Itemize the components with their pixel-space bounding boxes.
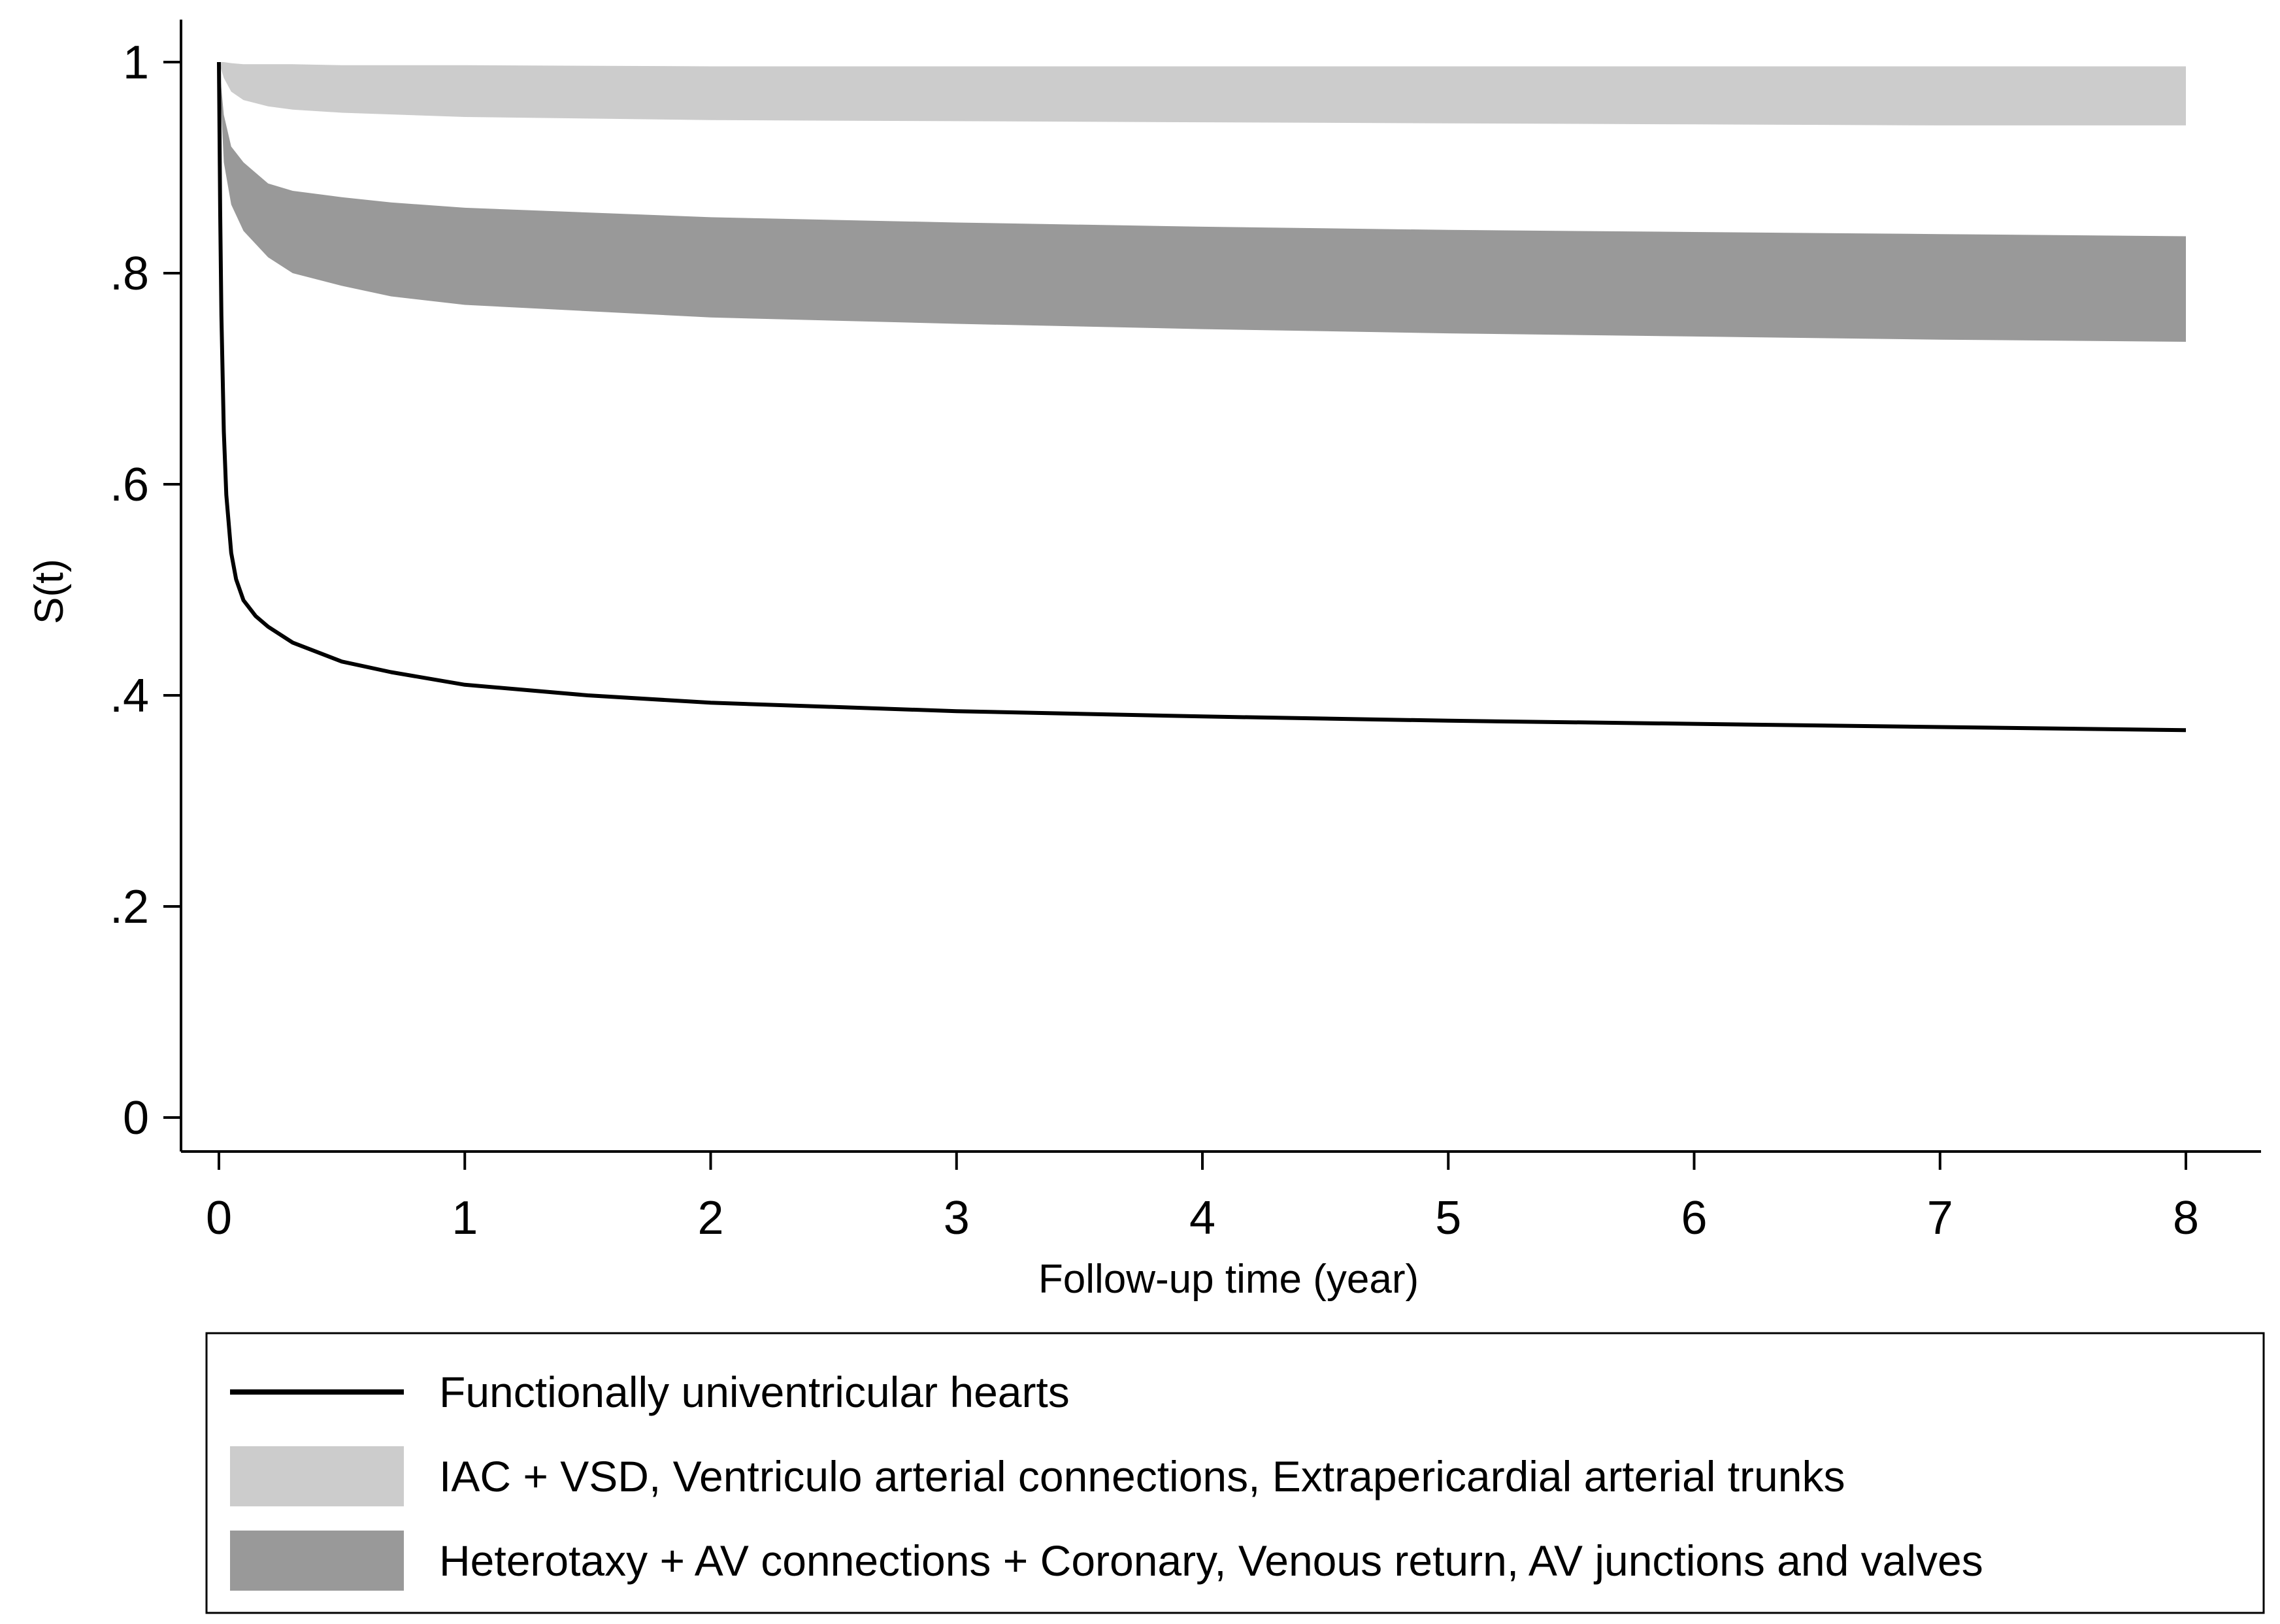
band-series-1 <box>219 62 2186 125</box>
x-tick-label-1: 1 <box>452 1192 478 1244</box>
x-tick-label-5: 5 <box>1435 1192 1461 1244</box>
x-tick-label-6: 6 <box>1681 1192 1707 1244</box>
legend-label-1: IAC + VSD, Ventriculo arterial connectio… <box>439 1452 1845 1500</box>
legend-label-2: Heterotaxy + AV connections + Coronary, … <box>439 1536 1983 1585</box>
y-ticks: 0 .2 .4 .6 .8 1 <box>110 37 181 1144</box>
x-tick-label-0: 0 <box>206 1192 232 1244</box>
legend-box <box>205 1332 2265 1614</box>
y-tick-label-5: 1 <box>123 37 149 89</box>
confidence-bands <box>219 62 2186 342</box>
y-tick-label-4: .8 <box>110 248 149 300</box>
legend: Functionally univentricular hearts IAC + … <box>205 1332 2265 1614</box>
legend-label-0: Functionally univentricular hearts <box>439 1368 1070 1416</box>
line-series-0 <box>217 61 2187 733</box>
survival-lines <box>217 61 2187 733</box>
y-tick-label-1: .2 <box>110 881 149 933</box>
y-axis-title: S(t) <box>27 559 72 624</box>
y-tick-label-0: 0 <box>123 1092 149 1144</box>
y-tick-label-2: .4 <box>110 670 149 722</box>
legend-swatch-1 <box>230 1446 404 1506</box>
x-tick-label-7: 7 <box>1927 1192 1953 1244</box>
x-tick-label-8: 8 <box>2173 1192 2199 1244</box>
band-series-2 <box>219 62 2186 342</box>
x-axis-title: Follow-up time (year) <box>1038 1257 1419 1302</box>
legend-swatch-2 <box>230 1531 404 1591</box>
axes <box>180 20 2261 1153</box>
x-ticks: 0 1 2 3 4 5 6 7 8 <box>206 1152 2199 1244</box>
x-tick-label-4: 4 <box>1189 1192 1215 1244</box>
x-tick-label-2: 2 <box>697 1192 723 1244</box>
y-tick-label-3: .6 <box>110 459 149 511</box>
x-tick-label-3: 3 <box>944 1192 970 1244</box>
